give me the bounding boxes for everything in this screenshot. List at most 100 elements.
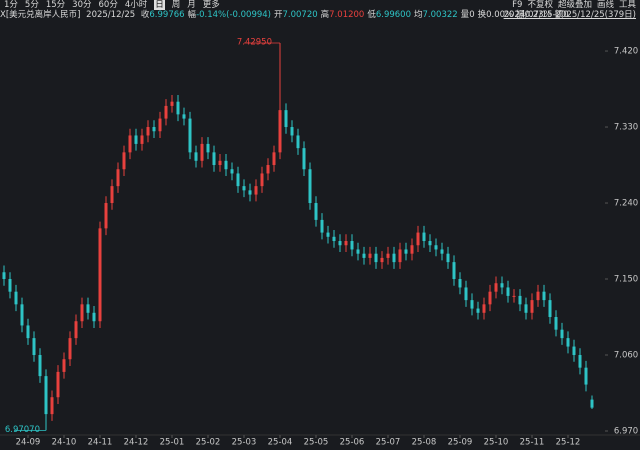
candle-body [44,376,48,415]
period-tab[interactable]: 5分 [24,0,39,10]
candle-body [500,283,504,288]
candle-body [350,241,354,250]
candle-body [470,300,474,309]
candle-body [260,173,264,187]
x-tick-label: 25-11 [520,438,545,448]
quote-item: 量0 [461,10,475,20]
candle-body [74,321,78,339]
candle-body [110,186,114,204]
date-range[interactable]: 2024/07/15-2025/12/25(379日) [503,10,636,20]
candle-body [584,367,588,385]
candle-body [506,287,510,296]
quote-label: 幅 [187,10,197,20]
period-tab[interactable]: 30分 [72,0,92,10]
y-tick-label: 7.330 [614,123,638,133]
candle-body [206,143,210,153]
period-tab[interactable]: 4小时 [124,0,148,10]
quote-label: 振 [516,10,525,20]
candle-body [308,169,312,204]
quote-item: 均7.00322 [414,10,458,20]
candle-body [50,397,54,415]
candle-body [494,283,498,292]
candle-body [80,304,84,322]
candle-body [410,245,414,254]
candle-body [164,105,168,119]
period-tab[interactable]: 60分 [98,0,118,10]
quote-item: 幅-0.14%(-0.00994) [188,10,271,20]
candle-body [326,232,330,237]
candle-body [434,245,438,250]
y-tick-label: 7.420 [614,47,638,57]
x-tick-label: 25-05 [304,438,329,448]
tool-button[interactable]: 工具 [618,0,636,10]
candle-body [362,253,366,258]
period-tab[interactable]: 日 [154,0,165,10]
quote-item: 收6.99766 [141,10,185,20]
candle-body [92,312,96,322]
quote-value: 7.00720 [282,10,318,20]
quote-value: -0.14%(-0.00994) [196,10,271,20]
quote-value: 0 [563,10,569,20]
period-tab[interactable]: 月 [187,0,196,10]
quote-label: 开 [273,10,283,20]
candle-body [476,308,480,313]
candle-body [464,287,468,301]
candle-body [146,127,150,136]
period-tab[interactable]: 15分 [45,0,66,10]
quote-value: 0 [469,10,475,20]
period-tab[interactable]: 更多 [202,0,220,10]
candle-body [266,165,270,174]
candle-body [122,152,126,170]
quote-item: 换0.00% [478,10,514,20]
x-tick-label: 25-08 [412,438,437,448]
candle-body [446,253,450,263]
quote: X[美元兑离岸人民币] 2025/12/25 收6.99766 幅-0.14%(-… [0,10,572,21]
candle-body [56,371,60,398]
x-tick-label: 24-12 [124,438,149,448]
tool-button[interactable]: 超级叠加 [557,0,592,10]
period-tab[interactable]: 1分 [4,0,18,10]
candle-body [542,291,546,301]
candle-body [14,291,18,305]
candle-body [338,241,342,246]
quote-item: 高7.01200 [321,10,365,20]
quote-label: 均 [414,10,423,20]
candle-body [302,148,306,170]
x-tick-label: 25-07 [376,438,401,448]
tool-button[interactable]: 不复权 [527,0,553,10]
x-tick-label: 25-12 [556,438,581,448]
candle-body [374,253,378,263]
candle-body [62,359,66,372]
quote-value: 0.00% [486,10,514,20]
candle-body [572,346,576,356]
candle-body [104,203,108,229]
candle-body [554,317,558,330]
candle-body [536,291,540,301]
period-tab[interactable]: 周 [171,0,181,10]
candle-body [194,152,198,161]
x-tick-label: 25-04 [268,438,293,448]
tool-button[interactable]: 画线 [596,0,614,10]
quote-label: 低 [367,10,376,20]
tool-button[interactable]: F9 [512,0,523,10]
candle-body [368,253,372,258]
quote-item: 低6.99600 [367,10,411,20]
candle-body [200,143,204,161]
candle-body [314,203,318,220]
candle-body [578,355,582,368]
candle-body [68,338,72,360]
y-tick-label: 7.150 [614,275,638,285]
quote-value: 6.99766 [149,10,185,20]
candle-body [2,272,6,280]
candle-body [488,291,492,305]
candle-body [380,257,384,263]
candle-body [236,173,240,187]
max-label: 7.42950 [237,38,272,48]
x-tick-label: 24-09 [16,438,41,448]
candle-body [230,169,234,174]
candle-body [254,186,258,195]
quote-label: 高 [320,10,330,20]
candle-body [248,190,252,195]
